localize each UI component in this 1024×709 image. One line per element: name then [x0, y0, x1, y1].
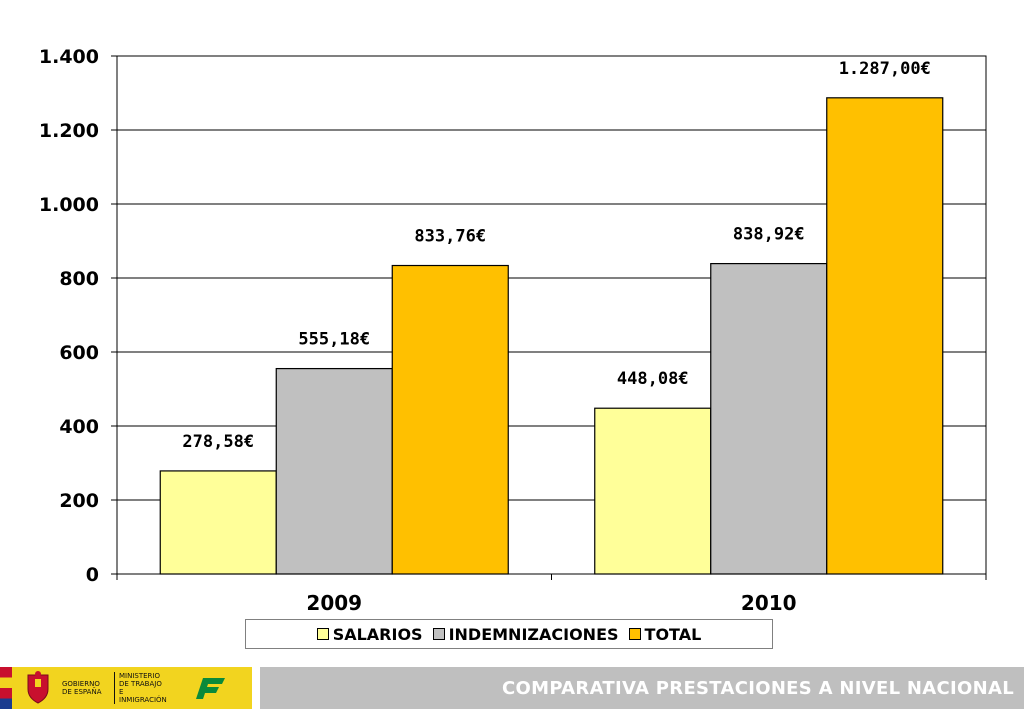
y-tick-label: 400	[59, 416, 99, 438]
fogasa-logo-icon	[193, 673, 231, 703]
footer-title: COMPARATIVA PRESTACIONES A NIVEL NACIONA…	[502, 677, 1014, 699]
legend-label-salarios: SALARIOS	[332, 624, 423, 644]
data-label: 555,18€	[298, 330, 370, 350]
coat-of-arms-icon	[20, 670, 56, 706]
y-tick-label: 1.000	[39, 194, 99, 216]
legend-label-indemnizaciones: INDEMNIZACIONES	[448, 624, 619, 644]
y-tick-label: 0	[86, 564, 99, 586]
data-label: 1.287,00€	[839, 59, 931, 79]
y-tick-label: 200	[59, 490, 99, 512]
legend-item-salarios: SALARIOS	[316, 624, 423, 644]
data-label: 833,76€	[414, 227, 486, 247]
flag-stripe	[0, 667, 12, 709]
legend-swatch-indemnizaciones	[432, 628, 445, 640]
x-tick-label: 2009	[306, 591, 362, 615]
legend-swatch-salarios	[316, 628, 329, 640]
footer-bar: COMPARATIVA PRESTACIONES A NIVEL NACIONA…	[260, 667, 1024, 709]
legend-item-total: TOTAL	[628, 624, 702, 644]
y-tick-label: 1.400	[39, 46, 99, 68]
x-tick-label: 2010	[741, 591, 797, 615]
ministerio-text: MINISTERIO DE TRABAJO E INMIGRACIÓN	[114, 672, 167, 704]
bar-salarios-2010	[594, 407, 712, 575]
bar-total-2009	[391, 264, 509, 575]
data-label: 448,08€	[617, 369, 689, 389]
legend-item-indemnizaciones: INDEMNIZACIONES	[432, 624, 619, 644]
bar-indemnizaciones-2009	[275, 367, 393, 575]
legend-label-total: TOTAL	[644, 624, 702, 644]
bar-indemnizaciones-2010	[710, 262, 828, 575]
footer-logo-band: GOBIERNO DE ESPAÑA MINISTERIO DE TRABAJO…	[0, 667, 252, 709]
chart-legend: SALARIOS INDEMNIZACIONES TOTAL	[245, 619, 773, 649]
y-tick-label: 800	[59, 268, 99, 290]
bar-salarios-2009	[159, 470, 277, 575]
y-tick-label: 1.200	[39, 120, 99, 142]
legend-swatch-total	[628, 628, 641, 640]
data-label: 838,92€	[733, 225, 805, 245]
gobierno-text: GOBIERNO DE ESPAÑA	[62, 680, 102, 696]
bar-chart: 0 200 400 600 800 1.000 1.200 1.400 278,58€ 555,1…	[39, 46, 987, 615]
y-tick-label: 600	[59, 342, 99, 364]
data-label: 278,58€	[182, 432, 254, 452]
bar-total-2010	[826, 97, 944, 575]
